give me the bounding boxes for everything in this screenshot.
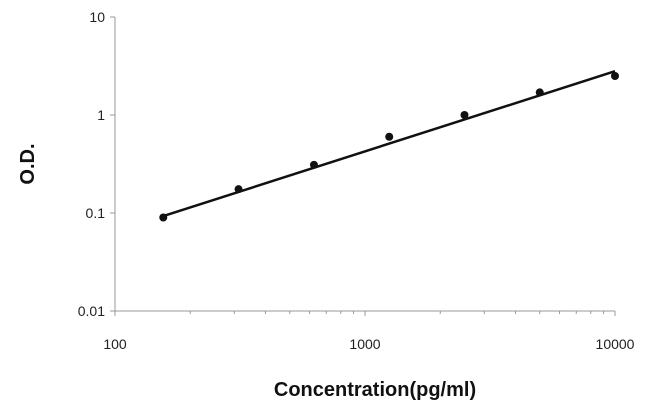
data-point xyxy=(234,185,243,194)
data-point xyxy=(611,72,619,81)
y-axis-title: O.D. xyxy=(17,143,39,184)
data-point xyxy=(385,132,394,141)
y-tick-label: 1 xyxy=(97,107,105,123)
x-axis-ticks: 100 1000 10000 xyxy=(103,311,635,352)
data-point xyxy=(535,88,544,97)
x-axis-title: Concentration(pg/ml) xyxy=(274,379,476,401)
x-tick-label: 100 xyxy=(103,336,127,352)
data-points xyxy=(159,72,619,222)
data-point xyxy=(309,160,318,169)
y-tick-label: 10 xyxy=(89,9,105,25)
trendline-layer xyxy=(162,69,616,218)
y-tick-label: 0.1 xyxy=(86,205,106,221)
data-point xyxy=(159,213,168,222)
trendline xyxy=(162,69,616,218)
x-tick-label: 1000 xyxy=(349,336,380,352)
data-point xyxy=(460,111,469,119)
x-tick-label: 10000 xyxy=(596,336,635,352)
axes: 10 1 0.1 0.01 100 1000 10000 xyxy=(78,9,635,352)
y-tick-label: 0.01 xyxy=(78,303,105,319)
y-axis-ticks: 10 1 0.1 0.01 xyxy=(78,9,115,319)
